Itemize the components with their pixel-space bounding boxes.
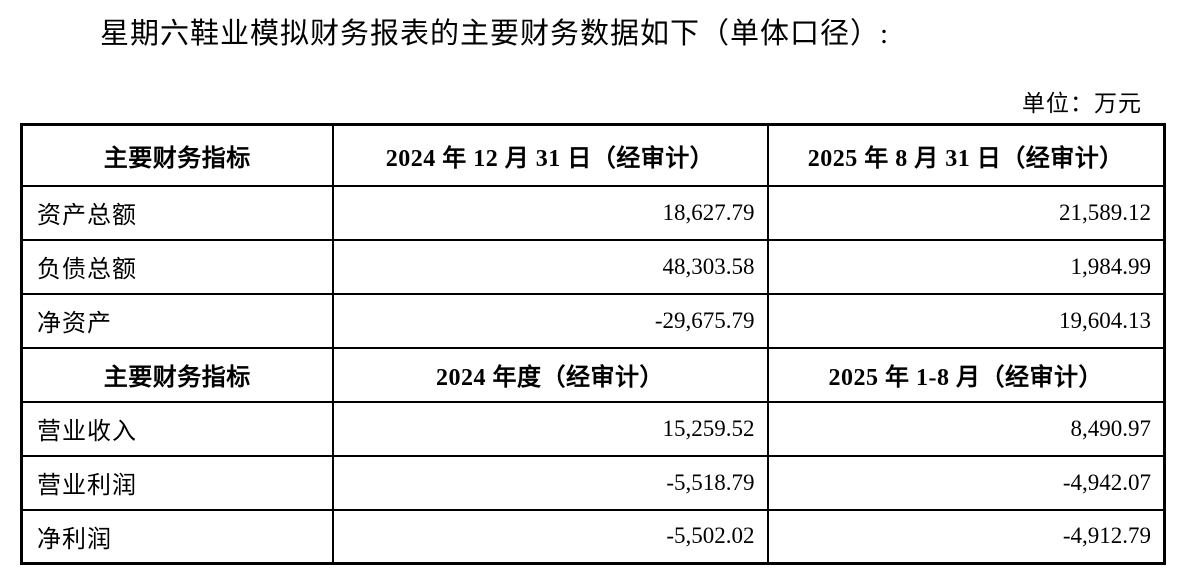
table-row-total-liabilities: 负债总额 48,303.58 1,984.99: [20, 238, 1166, 295]
label-cell: 负债总额: [20, 238, 334, 295]
value-cell: -4,912.79: [766, 508, 1166, 565]
label-cell: 净利润: [20, 508, 334, 565]
header-cell-period-2025: 2025 年 1-8 月（经审计）: [766, 346, 1166, 403]
label-cell: 营业收入: [20, 400, 334, 457]
label-cell: 净资产: [20, 292, 334, 349]
financial-table: 主要财务指标 2024 年 12 月 31 日（经审计） 2025 年 8 月 …: [20, 123, 1166, 565]
header-cell-date-2025: 2025 年 8 月 31 日（经审计）: [766, 123, 1166, 187]
header-cell-indicator: 主要财务指标: [20, 123, 334, 187]
value-cell: 15,259.52: [331, 400, 769, 457]
table-header-row-income: 主要财务指标 2024 年度（经审计） 2025 年 1-8 月（经审计）: [20, 346, 1166, 403]
value-cell: 1,984.99: [766, 238, 1166, 295]
label-cell: 资产总额: [20, 184, 334, 241]
table-row-operating-profit: 营业利润 -5,518.79 -4,942.07: [20, 454, 1166, 511]
page-title: 星期六鞋业模拟财务报表的主要财务数据如下（单体口径）:: [100, 18, 890, 50]
table-row-net-assets: 净资产 -29,675.79 19,604.13: [20, 292, 1166, 349]
label-cell: 营业利润: [20, 454, 334, 511]
value-cell: -29,675.79: [331, 292, 769, 349]
value-cell: -5,518.79: [331, 454, 769, 511]
value-cell: -4,942.07: [766, 454, 1166, 511]
value-cell: 48,303.58: [331, 238, 769, 295]
value-cell: 21,589.12: [766, 184, 1166, 241]
header-cell-date-2024: 2024 年 12 月 31 日（经审计）: [331, 123, 769, 187]
header-cell-period-2024: 2024 年度（经审计）: [331, 346, 769, 403]
value-cell: 8,490.97: [766, 400, 1166, 457]
value-cell: 19,604.13: [766, 292, 1166, 349]
table-header-row-balance: 主要财务指标 2024 年 12 月 31 日（经审计） 2025 年 8 月 …: [20, 123, 1166, 187]
header-cell-indicator: 主要财务指标: [20, 346, 334, 403]
table-row-total-assets: 资产总额 18,627.79 21,589.12: [20, 184, 1166, 241]
table-row-operating-revenue: 营业收入 15,259.52 8,490.97: [20, 400, 1166, 457]
table-row-net-profit: 净利润 -5,502.02 -4,912.79: [20, 508, 1166, 565]
value-cell: -5,502.02: [331, 508, 769, 565]
value-cell: 18,627.79: [331, 184, 769, 241]
unit-label: 单位：万元: [1022, 91, 1142, 116]
